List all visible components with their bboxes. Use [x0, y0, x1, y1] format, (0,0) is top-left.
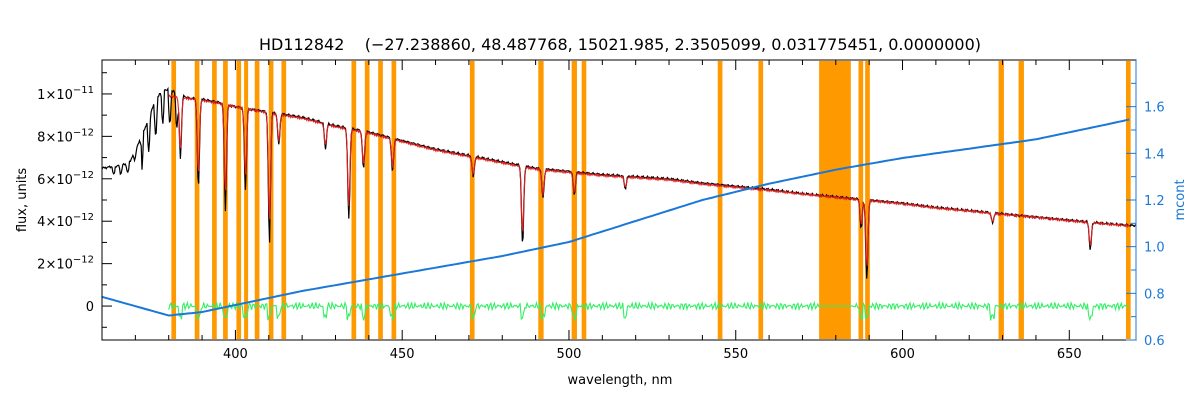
mask-band-5	[244, 61, 249, 339]
y2-tick-label: 1.0	[1144, 241, 1165, 256]
mask-band-17	[717, 61, 723, 339]
mask-band-14	[538, 61, 544, 339]
mask-band-2	[212, 61, 217, 339]
y2-tick-label: 0.6	[1144, 334, 1165, 349]
mask-band-15	[571, 61, 577, 339]
mask-band-0	[171, 61, 177, 339]
y-axis: 0 2×10−12 4×10−12 6×10−12 8×10−12 1×10−11	[37, 72, 112, 328]
mask-band-19	[819, 61, 851, 339]
y-tick-label: 0	[86, 300, 94, 315]
y-tick-label: 1×10−11	[37, 85, 94, 103]
mask-band-11	[378, 61, 383, 339]
x-axis: 400 450 500 550 600 650	[101, 60, 1137, 362]
y-tick-label: 4×10−12	[37, 212, 94, 230]
mask-band-6	[254, 61, 260, 339]
y-tick-label: 8×10−12	[37, 127, 94, 145]
mask-band-10	[364, 61, 370, 339]
mask-band-4	[236, 61, 242, 339]
y-tick-label: 2×10−12	[37, 255, 94, 273]
y2-axis: 0.6 0.8 1.0 1.2 1.4 1.6	[1126, 60, 1165, 349]
mask-bands	[171, 61, 1131, 339]
mask-band-16	[581, 61, 587, 339]
x-tick-label: 450	[390, 347, 415, 362]
mask-band-22	[998, 61, 1004, 339]
y-tick-label: 6×10−12	[37, 170, 94, 188]
mask-band-12	[391, 61, 397, 339]
x-tick-label: 400	[223, 347, 248, 362]
mask-band-13	[469, 61, 475, 339]
mask-band-21	[865, 61, 870, 339]
mask-band-20	[858, 61, 864, 339]
y2-tick-label: 1.6	[1144, 101, 1165, 116]
mask-band-9	[351, 61, 357, 339]
model-spectrum-line	[168, 94, 1130, 266]
y2-tick-label: 1.2	[1144, 194, 1165, 209]
x-tick-label: 550	[723, 347, 748, 362]
mask-band-8	[281, 61, 287, 339]
y2-tick-label: 0.8	[1144, 287, 1165, 302]
series-group	[101, 86, 1137, 323]
x-tick-label: 500	[557, 347, 582, 362]
y2-tick-label: 1.4	[1144, 147, 1165, 162]
mask-band-18	[758, 61, 764, 339]
x-tick-label: 650	[1057, 347, 1082, 362]
mask-band-7	[268, 61, 274, 339]
residual-line	[168, 300, 1129, 323]
x-axis-label: wavelength, nm	[568, 373, 673, 388]
mask-band-23	[1018, 61, 1024, 339]
chart-title: HD112842 (−27.238860, 48.487768, 15021.9…	[259, 35, 981, 54]
x-tick-label: 600	[890, 347, 915, 362]
y2-axis-label: mcont	[1173, 179, 1188, 220]
mask-band-1	[194, 61, 200, 339]
mcont-line	[101, 118, 1130, 317]
y-axis-label: flux, units	[15, 168, 30, 233]
